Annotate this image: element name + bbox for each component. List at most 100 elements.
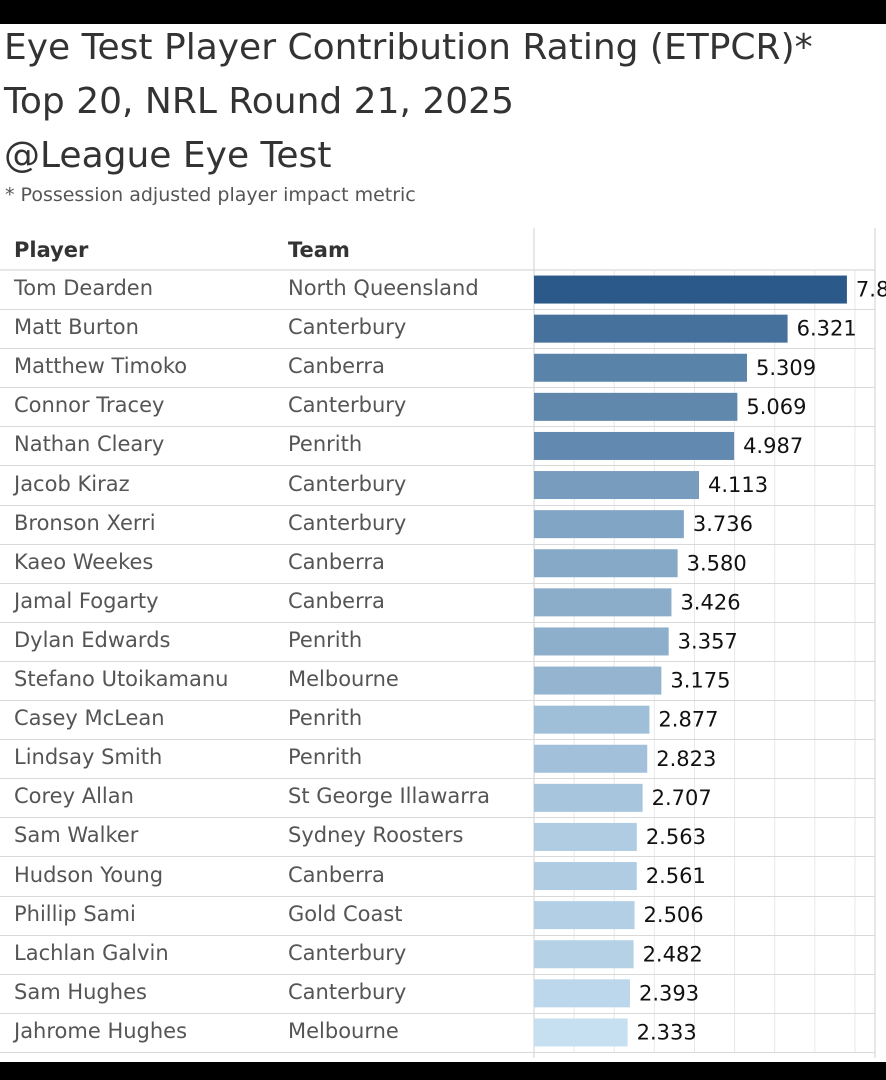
bar-value-label: 2.563 (646, 825, 706, 849)
player-name: Hudson Young (14, 862, 164, 887)
player-name: Connor Tracey (14, 393, 165, 418)
team-name: Gold Coast (288, 901, 403, 926)
bar-value-label: 5.069 (746, 395, 806, 419)
team-name: Canterbury (288, 979, 407, 1004)
bar (534, 940, 634, 969)
bar (534, 510, 684, 539)
bar-value-label: 2.823 (656, 747, 716, 771)
team-name: Penrith (288, 706, 363, 731)
team-name: Canberra (288, 588, 385, 613)
chart-title-line-1: Eye Test Player Contribution Rating (ETP… (4, 27, 813, 68)
player-name: Phillip Sami (14, 901, 136, 926)
top-black-bar (0, 0, 886, 24)
team-name: Melbourne (288, 667, 399, 691)
bar-value-label: 2.393 (639, 981, 699, 1005)
player-name: Corey Allan (14, 784, 134, 809)
table-row: Dylan Edwards Penrith (0, 622, 875, 662)
bar (534, 705, 650, 734)
bar-value-label: 3.175 (670, 669, 730, 693)
player-name: Nathan Cleary (14, 432, 165, 457)
bar-value-label: 7.800 (856, 278, 886, 302)
bar-value-label: 5.309 (756, 356, 816, 380)
team-name: Canberra (288, 549, 385, 574)
bar (534, 744, 648, 773)
player-name: Sam Walker (14, 823, 139, 848)
table-row: Tom Dearden North Queensland (0, 270, 875, 310)
column-header-team: Team (288, 238, 350, 262)
bar-value-label: 3.426 (680, 590, 740, 614)
table-row: Jamal Fogarty Canberra (0, 583, 875, 623)
player-name: Stefano Utoikamanu (14, 667, 229, 691)
chart-title-line-3: @League Eye Test (4, 135, 332, 176)
team-name: Melbourne (288, 1018, 399, 1043)
player-name: Casey McLean (14, 706, 165, 731)
bar (534, 471, 700, 500)
bar-value-label: 3.580 (687, 551, 747, 575)
team-name: Canberra (288, 354, 385, 379)
bar (534, 862, 637, 891)
table-row: Corey Allan St George Illawarra (0, 778, 875, 819)
table-row: Phillip Sami Gold Coast (0, 896, 875, 936)
footnote: * Possession adjusted player impact metr… (5, 184, 416, 206)
bar (534, 666, 662, 695)
bar (534, 588, 672, 617)
player-name: Kaeo Weekes (14, 549, 154, 574)
table-row: Sam Walker Sydney Roosters (0, 817, 875, 858)
table-row: Lindsay Smith Penrith (0, 739, 875, 780)
table-row: Casey McLean Penrith (0, 700, 875, 741)
bar (534, 783, 643, 812)
bar (534, 901, 635, 930)
bar-chart: 7.800 6.321 5.309 5.069 4.987 4.113 3.736 3.580… (0, 228, 886, 1058)
bar (534, 549, 678, 578)
player-name: Matt Burton (14, 315, 139, 340)
table-row: Connor Tracey Canterbury (0, 387, 875, 428)
player-name: Bronson Xerri (14, 510, 156, 535)
player-name: Matthew Timoko (14, 354, 188, 379)
bar-value-label: 2.561 (646, 864, 706, 888)
player-name: Lachlan Galvin (14, 940, 169, 965)
table-row: Lachlan Galvin Canterbury (0, 935, 875, 975)
table-row: Matthew Timoko Canberra (0, 348, 875, 389)
player-name: Lindsay Smith (14, 745, 163, 770)
bar-value-label: 2.482 (643, 942, 703, 966)
table-row: Bronson Xerri Canterbury (0, 505, 875, 545)
bar (534, 1018, 628, 1047)
bar-value-label: 6.321 (797, 317, 857, 341)
bar-value-label: 2.506 (644, 903, 704, 927)
bar (534, 392, 738, 421)
bar (534, 353, 747, 382)
bar-value-label: 3.736 (693, 512, 753, 536)
bar-value-label: 2.877 (658, 708, 718, 732)
team-name: Penrith (288, 745, 363, 770)
team-name: Canterbury (288, 393, 407, 418)
player-name: Sam Hughes (14, 979, 147, 1004)
team-name: Sydney Roosters (288, 823, 464, 848)
table-row: Matt Burton Canterbury (0, 309, 875, 350)
bottom-black-bar (0, 1062, 886, 1080)
player-name: Tom Dearden (14, 276, 154, 300)
rating-table: 7.800 6.321 5.309 5.069 4.987 4.113 3.736 3.580… (0, 228, 886, 1062)
table-row: Sam Hughes Canterbury (0, 974, 875, 1014)
column-header-player: Player (14, 238, 89, 262)
bar-value-label: 4.987 (743, 434, 803, 458)
bar (534, 822, 637, 851)
table-row: Jahrome Hughes Melbourne (0, 1013, 875, 1053)
table-row: Jacob Kiraz Canterbury (0, 466, 875, 506)
bar (534, 275, 847, 304)
table-row: Stefano Utoikamanu Melbourne (0, 661, 875, 701)
team-name: Canterbury (288, 315, 407, 340)
player-name: Jacob Kiraz (14, 471, 130, 496)
team-name: Canberra (288, 862, 385, 887)
bar (534, 314, 788, 343)
bar (534, 431, 735, 460)
team-name: Penrith (288, 432, 363, 457)
bar-value-label: 4.113 (708, 473, 768, 497)
team-name: St George Illawarra (288, 784, 491, 809)
bar (534, 627, 669, 656)
chart-title-line-2: Top 20, NRL Round 21, 2025 (4, 81, 514, 122)
bar-value-label: 2.707 (652, 786, 712, 810)
bar-value-label: 2.333 (637, 1020, 697, 1044)
team-name: Penrith (288, 627, 363, 652)
team-name: North Queensland (288, 276, 479, 300)
bar (534, 979, 631, 1008)
